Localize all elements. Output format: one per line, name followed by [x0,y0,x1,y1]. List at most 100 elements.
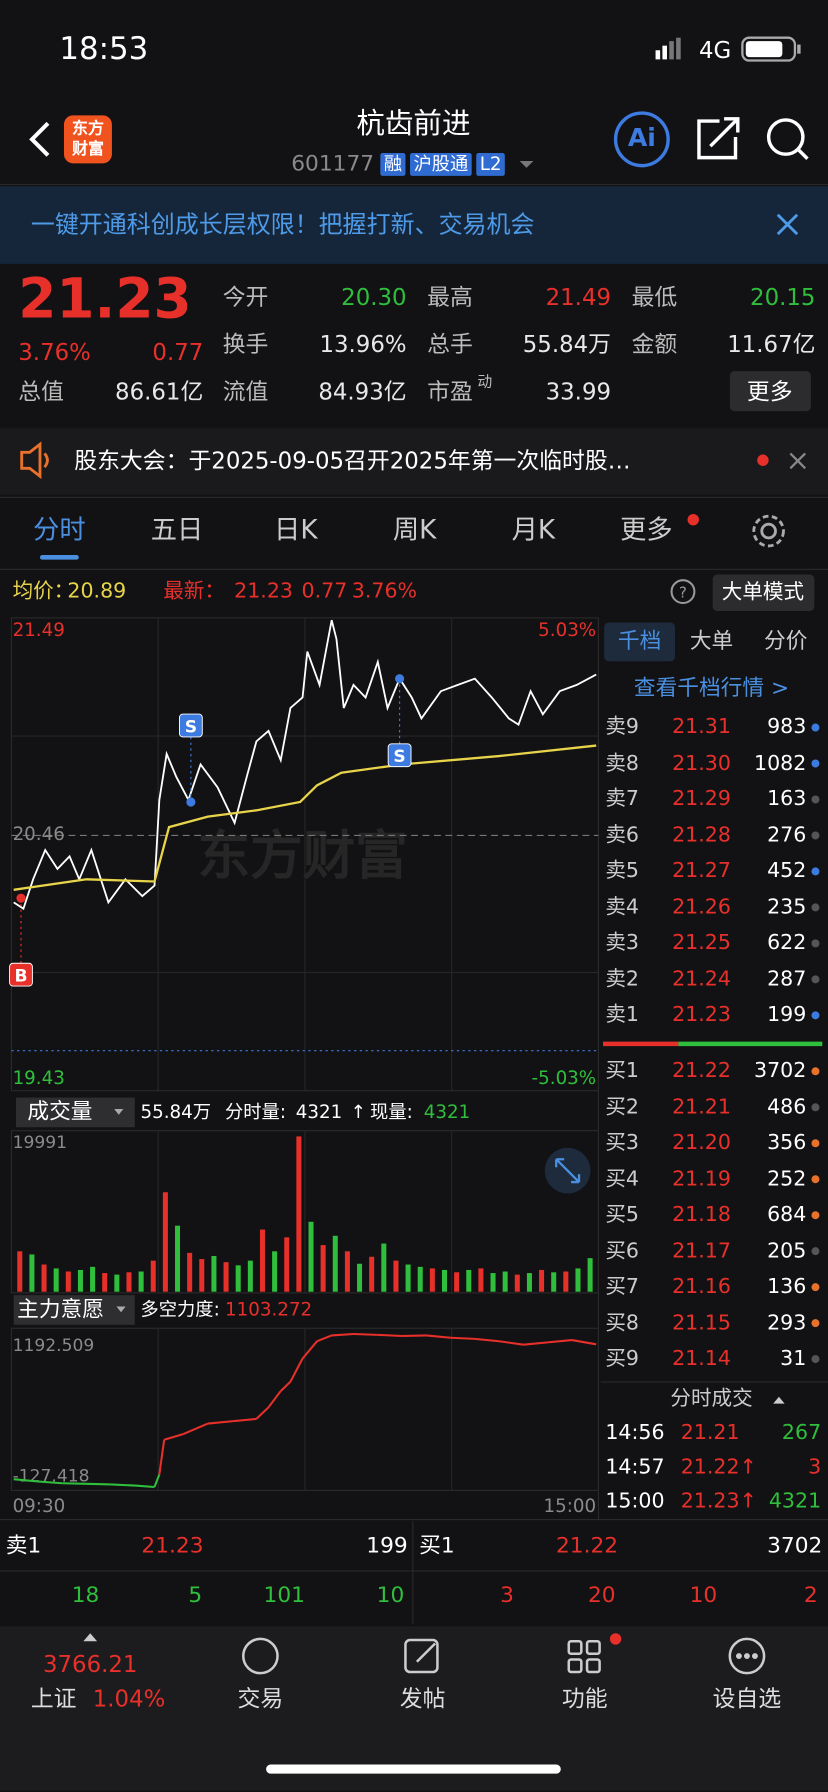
book-dot [811,831,820,840]
x-tick-label: 15:00 [544,1496,597,1517]
index-name[interactable]: 上证 [30,1684,77,1713]
marker-box [387,743,412,768]
book-tab[interactable]: 分价 [764,628,808,654]
depth-link[interactable]: 查看千档行情 > [633,675,790,701]
help-icon[interactable]: ? [670,579,696,605]
chart-tab[interactable]: 日K [274,515,318,546]
volume-selector[interactable]: 成交量 [27,1099,93,1125]
marker-point [16,893,26,903]
share-icon[interactable] [697,117,740,160]
chart-tab[interactable]: 月K [511,515,556,546]
notice-bg[interactable] [0,428,828,495]
status-time: 18:53 [59,31,149,67]
nav-item[interactable]: 设自选 [712,1684,782,1713]
logo [63,115,112,164]
back-icon[interactable] [29,121,50,157]
volume-bar [417,1266,423,1292]
tab-underline [39,555,79,560]
level-price: 21.22 [555,1533,619,1559]
book-dot [811,867,820,876]
book-level: 卖5 [605,858,639,883]
volume-bar [454,1272,460,1292]
function-dot [609,1633,622,1645]
trade-time: 14:57 [605,1455,665,1480]
chart-tab[interactable]: 五日 [150,515,204,546]
badge: L2 [476,153,505,176]
banner-text[interactable]: 一键开通科创成长层权限！把握打新、交易机会 [30,210,535,239]
mode-button[interactable]: 大单模式 [721,580,805,605]
ai-label[interactable]: Ai [627,124,656,154]
volume-bar [575,1268,581,1292]
book-price: 21.22 [672,1058,731,1083]
nav-item[interactable]: 功能 [561,1684,608,1713]
close-icon[interactable] [776,213,799,236]
level-count: 3 [500,1582,514,1608]
marker-label: B [14,967,27,987]
indicator-line [110,1483,136,1487]
trade-icon[interactable] [242,1637,279,1675]
volume-selector-bg[interactable] [15,1097,135,1128]
dropdown-icon[interactable] [519,161,534,168]
settings-icon[interactable] [752,514,785,548]
book-level: 买9 [605,1346,639,1371]
current-volume-label: 现量: [370,1100,413,1123]
book-level: 买5 [605,1202,639,1227]
more-button-bg[interactable] [729,371,811,412]
notice-text[interactable]: 股东大会：于2025-09-05召开2025年第一次临时股… [74,446,631,474]
indicator-line [353,1332,378,1336]
watchlist-icon[interactable] [728,1637,766,1675]
book-level: 买8 [605,1310,639,1335]
nav-item[interactable]: 发帖 [399,1684,446,1713]
field-label: 流值 [222,378,269,406]
book-level: 卖1 [605,1002,639,1027]
volume-total: 55.84万 [140,1100,212,1123]
book-dot [811,1139,820,1148]
book-level: 卖8 [605,750,639,775]
more-button[interactable]: 更多 [746,378,793,406]
banner-bg[interactable] [0,186,828,264]
index-change[interactable]: 1.04% [92,1684,166,1713]
book-price: 21.14 [672,1346,731,1371]
volume-bar [150,1260,156,1292]
latest-price: 21.23 [234,579,293,604]
close-icon[interactable] [789,452,806,470]
chart-tab[interactable]: 周K [392,515,437,546]
post-icon[interactable] [404,1638,439,1674]
field-value: 86.61亿 [115,378,204,406]
book-dot [811,903,820,912]
logo-text: 财富 [71,140,104,159]
indicator-line [267,1390,282,1408]
mode-button-bg[interactable] [712,574,815,612]
field-value: 20.15 [750,283,816,311]
tab-depth-bg[interactable] [604,622,675,662]
book-tab[interactable]: 千档 [617,628,662,654]
indicator-selector-bg[interactable] [13,1295,135,1325]
indicator-line [289,1358,304,1383]
book-tab[interactable]: 大单 [689,628,734,654]
book-dot [811,1319,820,1328]
book-dot [811,1175,820,1184]
volume-bar [502,1271,508,1292]
field-value: 13.96% [319,330,407,358]
level-count: 18 [71,1582,100,1608]
search-icon[interactable] [766,118,809,160]
chart-tab[interactable]: 更多 [620,515,673,546]
badge: 融 [380,153,406,176]
book-volume: 235 [767,894,807,919]
indicator-selector[interactable]: 主力意愿 [17,1296,104,1322]
book-level: 买7 [605,1274,639,1299]
nav-item[interactable]: 交易 [237,1684,284,1713]
field-label: 总手 [427,330,473,358]
logo-text: 东方 [71,119,104,139]
book-dot [811,759,820,768]
book-level: 卖9 [605,714,639,739]
book-volume: 293 [767,1310,807,1335]
book-volume: 31 [780,1346,807,1371]
index-value[interactable]: 3766.21 [42,1650,138,1678]
indicator-line [426,1334,451,1339]
ai-icon[interactable] [613,111,670,168]
chart-tab[interactable]: 分时 [33,515,86,546]
trade-time: 14:56 [605,1420,665,1445]
trade-price: 21.22↑ [680,1455,757,1480]
function-icon[interactable] [567,1639,601,1674]
